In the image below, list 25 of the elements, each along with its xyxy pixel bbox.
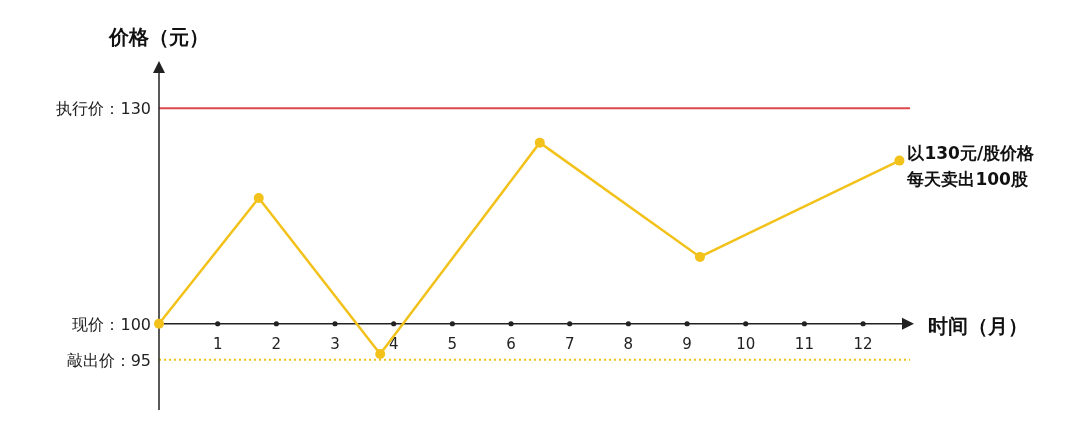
annotation: 每天卖出100股: [906, 168, 1029, 189]
y-tick-label: 敲出价：95: [66, 350, 151, 370]
x-tick-label: 9: [682, 334, 692, 353]
point: [694, 251, 705, 262]
x-tick-label: 5: [447, 334, 458, 353]
x-tick-label: 8: [623, 334, 634, 353]
x-tick-label: 7: [564, 334, 575, 353]
x-tick-label: 3: [330, 334, 340, 353]
annotation: 以130元/股价格: [907, 142, 1036, 163]
point: [154, 318, 164, 329]
x-tick-label: 4: [388, 334, 399, 353]
x-tick-label: 12: [853, 334, 873, 353]
point: [894, 155, 905, 166]
y-tick-label: 执行价：130: [56, 99, 151, 119]
point: [534, 137, 545, 148]
point: [253, 192, 264, 203]
x-tick-label: 2: [271, 334, 282, 353]
x-tick-label: 6: [506, 334, 516, 353]
x-tick-label: 10: [736, 334, 756, 353]
point: [375, 348, 386, 359]
x-tick-label: 1: [212, 334, 223, 353]
y-axis-title: 价格（元）: [108, 25, 209, 49]
x-axis-title: 时间（月）: [928, 313, 1028, 338]
x-tick-label: 11: [794, 334, 814, 353]
y-tick-label: 现价：100: [72, 314, 151, 334]
